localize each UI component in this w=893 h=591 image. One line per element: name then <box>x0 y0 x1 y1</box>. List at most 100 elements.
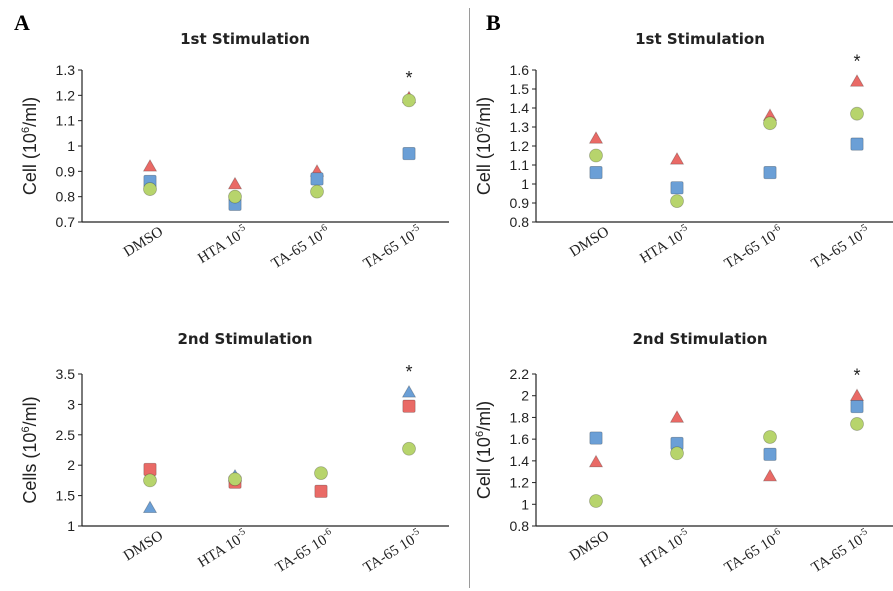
data-point-triangle <box>849 74 865 87</box>
y-tick-label: 1.6 <box>510 62 530 78</box>
chart-title: 1st Stimulation <box>635 30 765 48</box>
data-point-circle <box>143 473 157 488</box>
data-point-square <box>402 147 416 161</box>
x-tick-label: TA-65 10-5 <box>360 222 425 272</box>
significance-asterisk: * <box>405 68 412 88</box>
data-point-circle <box>143 182 157 196</box>
y-tick-label: 1.2 <box>510 138 530 154</box>
y-tick-label: 1.2 <box>510 475 530 491</box>
x-tick-label: HTA 10-5 <box>636 222 693 267</box>
data-point-square <box>589 166 603 180</box>
y-tick-label: 0.7 <box>56 214 76 230</box>
chart-title: 2nd Stimulation <box>177 330 313 348</box>
y-tick-label: 1.1 <box>510 157 530 173</box>
data-point-square <box>310 172 324 186</box>
y-tick-label: 1.2 <box>56 87 76 103</box>
panel-label-a: A <box>14 10 30 35</box>
chart-svg: 0.8 0.9 1 1.1 1.2 1.3 1.4 1.5 1.6 DMSO HTA 10-5 TA-… <box>474 51 893 272</box>
data-point-circle <box>228 472 242 487</box>
data-point-circle <box>670 194 684 209</box>
chart-svg: 0.8 1 1.2 1.4 1.6 1.8 2 2.2 DMSO HTA 10-5 TA-65 10… <box>474 366 893 576</box>
data-point-triangle <box>762 468 778 482</box>
data-point-triangle <box>142 500 158 514</box>
y-axis-label: Cell (106/ml) <box>474 97 494 195</box>
chart-a-2nd-stimulation: 2nd Stimulation 1 1.5 2 2.5 3 3.5 DMSO HTA 10-5… <box>0 322 470 591</box>
data-point-circle <box>763 430 777 444</box>
y-tick-label: 0.9 <box>510 195 530 211</box>
data-point-square <box>763 166 777 180</box>
data-point-triangle <box>669 410 685 423</box>
data-point-square <box>763 447 777 461</box>
x-tick-label: HTA 10-5 <box>194 526 251 571</box>
data-point-circle <box>402 93 416 108</box>
data-point-circle <box>850 417 864 431</box>
y-tick-label: 0.8 <box>56 189 76 205</box>
y-tick-label: 1.8 <box>510 409 530 425</box>
y-tick-label: 1.5 <box>510 81 530 97</box>
data-point-square <box>589 431 603 445</box>
significance-asterisk: * <box>853 51 860 71</box>
x-tick-label: TA-65 10-5 <box>808 526 873 576</box>
data-point-triangle <box>849 388 865 401</box>
y-tick-label: 0.8 <box>510 518 530 534</box>
data-point-triangle <box>227 176 243 190</box>
data-point-circle <box>589 494 603 508</box>
chart-svg: 0.7 0.8 0.9 1 1.1 1.2 1.3 DMSO HTA 10-5 TA-65 10-… <box>20 62 449 272</box>
chart-a-1st-stimulation: 1st Stimulation 0.7 0.8 0.9 1 1.1 1.2 1.3 DMSO H… <box>0 22 470 292</box>
data-point-circle <box>310 184 324 199</box>
data-point-circle <box>314 466 328 481</box>
significance-asterisk: * <box>405 362 412 382</box>
y-tick-label: 1 <box>521 176 529 192</box>
x-tick-label: DMSO <box>121 224 166 261</box>
x-tick-label: TA-65 10-6 <box>721 526 786 576</box>
y-axis-label: Cell (106/ml) <box>20 97 40 195</box>
x-tick-label: HTA 10-5 <box>194 222 251 267</box>
y-tick-label: 1.4 <box>510 100 530 116</box>
data-point-triangle <box>588 454 604 468</box>
y-tick-label: 1.4 <box>510 453 530 469</box>
data-point-triangle <box>669 151 685 165</box>
panel-divider <box>469 8 470 588</box>
y-tick-label: 1 <box>67 138 75 154</box>
x-tick-label: TA-65 10-5 <box>808 222 873 272</box>
y-tick-label: 2.2 <box>510 366 530 382</box>
y-tick-label: 0.9 <box>56 163 76 179</box>
data-point-circle <box>228 189 242 204</box>
y-axis-label: Cells (106/ml) <box>20 396 40 503</box>
x-tick-label: DMSO <box>567 528 612 565</box>
data-point-triangle <box>142 158 158 172</box>
y-tick-label: 1.5 <box>56 488 76 504</box>
x-tick-label: TA-65 10-6 <box>721 222 786 272</box>
y-tick-label: 2 <box>67 457 75 473</box>
x-tick-label: TA-65 10-6 <box>268 222 333 272</box>
chart-title: 2nd Stimulation <box>632 330 768 348</box>
data-point-square <box>670 181 684 195</box>
data-point-square <box>850 137 864 151</box>
y-tick-label: 2 <box>521 388 529 404</box>
chart-svg: 1 1.5 2 2.5 3 3.5 DMSO HTA 10-5 TA-65 10-6 TA-65 … <box>20 362 449 576</box>
chart-b-1st-stimulation: 1st Stimulation 0.8 0.9 1 1.1 1.2 1.3 1.4 1.5 1.… <box>470 22 893 292</box>
y-tick-label: 3.5 <box>56 366 76 382</box>
y-tick-label: 2.5 <box>56 427 76 443</box>
data-point-triangle <box>588 131 604 144</box>
data-point-circle <box>402 441 416 456</box>
y-tick-label: 1 <box>67 518 75 534</box>
x-tick-label: TA-65 10-5 <box>360 526 425 576</box>
significance-asterisk: * <box>853 366 860 386</box>
panel-label-b: B <box>486 10 501 35</box>
data-point-circle <box>850 106 864 121</box>
x-tick-label: HTA 10-5 <box>636 526 693 571</box>
data-point-square <box>850 399 864 414</box>
y-tick-label: 1.1 <box>56 113 76 129</box>
chart-title: 1st Stimulation <box>180 30 310 48</box>
x-tick-label: DMSO <box>567 224 612 261</box>
chart-b-2nd-stimulation: 2nd Stimulation 0.8 1 1.2 1.4 1.6 1.8 2 2.2 DMSO… <box>470 322 893 591</box>
y-tick-label: 1.3 <box>56 62 76 78</box>
data-point-circle <box>589 148 603 163</box>
y-tick-label: 0.8 <box>510 214 530 230</box>
y-tick-label: 3 <box>67 396 75 412</box>
y-tick-label: 1.3 <box>510 119 530 135</box>
data-point-square <box>314 484 328 498</box>
y-tick-label: 1.6 <box>510 431 530 447</box>
